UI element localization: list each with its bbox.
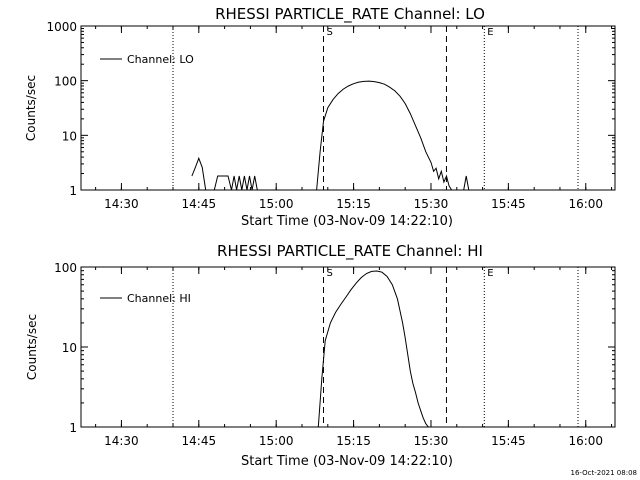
generation-timestamp: 16-Oct-2021 08:08: [571, 469, 637, 477]
y-tick-label: 100: [54, 261, 77, 275]
x-tick-label: 14:45: [182, 434, 217, 448]
x-tick-label: 15:45: [491, 197, 526, 211]
time-marker-label: S: [326, 27, 332, 38]
legend-label: Channel: HI: [127, 292, 191, 305]
chart-title: RHESSI PARTICLE_RATE Channel: LO: [215, 5, 485, 24]
x-axis-label: Start Time (03-Nov-09 14:22:10): [241, 454, 453, 469]
x-tick-label: 16:00: [568, 434, 603, 448]
x-tick-label: 14:30: [104, 197, 139, 211]
chart-title: RHESSI PARTICLE_RATE Channel: HI: [217, 242, 483, 261]
x-tick-label: 15:45: [491, 434, 526, 448]
x-tick-label: 16:00: [568, 197, 603, 211]
axis-ticks: 14:30 14:45 15:00 15:15 15:30 15:45 16:00 1 10 10…: [54, 261, 615, 448]
x-tick-label: 14:45: [182, 197, 217, 211]
series-line-segment: [213, 175, 258, 191]
y-tick-label: 1: [69, 421, 77, 435]
plot-frame: [80, 25, 616, 191]
x-tick-label: 15:15: [336, 434, 371, 448]
y-tick-label: 10: [62, 129, 77, 143]
legend: Channel: HI: [100, 292, 191, 305]
x-tick-label: 15:00: [259, 434, 294, 448]
time-marker-label: E: [487, 268, 493, 279]
data-series: [317, 270, 429, 428]
data-series: [191, 80, 470, 191]
x-axis-label: Start Time (03-Nov-09 14:22:10): [241, 214, 453, 229]
x-tick-label: 14:30: [104, 434, 139, 448]
x-tick-label: 15:15: [336, 197, 371, 211]
time-marker-label: E: [487, 27, 493, 38]
y-tick-label: 1: [69, 184, 77, 198]
x-tick-label: 15:30: [414, 434, 449, 448]
axis-ticks: 14:30 14:45 15:00 15:15 15:30 15:45 16:00 1 10 10…: [46, 20, 615, 211]
x-tick-label: 15:30: [414, 197, 449, 211]
x-tick-label: 15:00: [259, 197, 294, 211]
time-marker-label: S: [326, 268, 332, 279]
legend: Channel: LO: [100, 53, 194, 66]
series-line-segment: [191, 156, 207, 191]
y-tick-label: 100: [54, 75, 77, 89]
series-line-segment: [316, 80, 453, 191]
legend-label: Channel: LO: [127, 53, 194, 66]
series-line-segment: [463, 175, 470, 191]
y-axis-label: Counts/sec: [24, 75, 38, 141]
y-tick-label: 10: [62, 341, 77, 355]
y-tick-label: 1000: [46, 20, 77, 34]
series-line-segment: [317, 270, 429, 428]
y-axis-label: Counts/sec: [25, 314, 39, 380]
